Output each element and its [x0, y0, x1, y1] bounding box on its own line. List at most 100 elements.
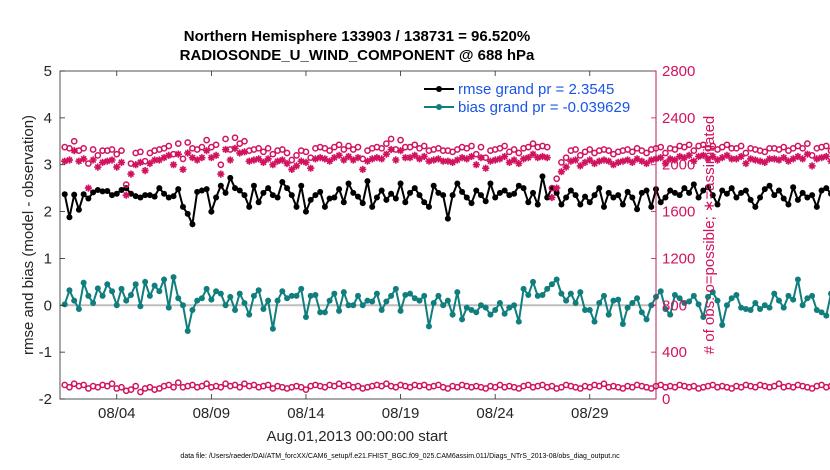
bias-point [80, 279, 87, 286]
assimilated-point [151, 156, 159, 164]
bias-point [813, 306, 820, 313]
bias-point [506, 304, 513, 311]
bias-point [520, 285, 527, 292]
assimilated-point [292, 162, 301, 170]
bias-point [142, 278, 149, 285]
assimilated-point [259, 158, 267, 166]
bias-point [657, 288, 664, 295]
legend-rmse-label: rmse grand pr = 2.3545 [458, 81, 614, 98]
assimilated-point [122, 191, 130, 199]
rmse-point [619, 201, 626, 208]
assimilated-point [732, 155, 740, 163]
assimilated-point [255, 155, 263, 163]
rmse-point [421, 199, 428, 206]
legend-rmse-marker [436, 86, 442, 92]
possible-low-point [600, 380, 608, 388]
bias-point [369, 298, 376, 305]
rmse-point [203, 186, 210, 193]
rmse-point [378, 187, 385, 194]
rmse-point [336, 186, 343, 193]
rmse-point [761, 186, 768, 193]
assimilated-point [676, 152, 684, 161]
y-right-tick-label: 400 [662, 344, 687, 361]
assimilated-point [203, 147, 211, 155]
assimilated-point [340, 156, 348, 164]
assimilated-point [818, 154, 826, 162]
bias-point [397, 307, 404, 314]
y-right-tick-label: 1600 [662, 204, 695, 221]
rmse-point [667, 187, 674, 194]
bias-point [794, 276, 801, 283]
assimilated-point [467, 152, 476, 161]
bias-point [572, 299, 579, 306]
assimilated-point [179, 165, 187, 173]
rmse-point [473, 187, 480, 194]
rmse-point [785, 201, 792, 208]
chart-subtitle: RADIOSONDE_U_WIND_COMPONENT @ 688 hPa [180, 47, 535, 64]
bias-point [671, 291, 678, 298]
bias-point [298, 285, 305, 292]
legend-box [420, 76, 652, 116]
rmse-point [511, 190, 518, 197]
rmse-point [198, 187, 205, 194]
bias-point [378, 306, 385, 313]
possible-point [269, 150, 277, 158]
assimilated-point [633, 155, 641, 163]
assimilated-point [288, 165, 296, 173]
assimilated-point [155, 156, 163, 164]
rmse-point [714, 201, 721, 208]
bias-point [799, 302, 806, 309]
rmse-point [146, 192, 153, 199]
possible-point [543, 143, 551, 151]
assimilated-point [567, 157, 575, 165]
x-tick-label: 08/24 [476, 405, 514, 422]
rmse-point [312, 192, 319, 199]
bias-point [809, 292, 816, 299]
bias-point [634, 295, 641, 302]
possible-point [699, 141, 707, 149]
rmse-point [468, 200, 475, 207]
assimilated-point [661, 159, 670, 168]
assimilated-point [354, 154, 362, 162]
assimilated-point [207, 154, 215, 162]
bias-point [307, 292, 314, 299]
bias-point [558, 290, 565, 297]
bias-point [468, 306, 475, 313]
assimilated-point [283, 159, 291, 168]
assimilated-point [761, 158, 769, 166]
bias-point [482, 304, 489, 311]
bias-point [279, 288, 286, 295]
rmse-point [600, 203, 607, 210]
rmse-point [274, 194, 281, 201]
rmse-point [75, 206, 82, 213]
assimilated-point [335, 151, 343, 159]
x-tick-label: 08/29 [571, 405, 609, 422]
y-right-tick-label: 2400 [662, 110, 695, 127]
possible-point [737, 142, 745, 150]
assimilated-point [453, 156, 461, 164]
rmse-point [728, 185, 735, 192]
possible-point [217, 161, 225, 169]
rmse-point [321, 203, 328, 210]
rmse-point [227, 174, 234, 181]
bias-point [246, 311, 253, 318]
assimilated-point [609, 161, 617, 169]
rmse-point [695, 194, 702, 201]
bias-point [591, 318, 598, 325]
rmse-point [90, 189, 97, 196]
assimilated-point [813, 155, 821, 163]
bias-point [90, 299, 97, 306]
rmse-point [515, 182, 522, 189]
bias-point [118, 285, 125, 292]
possible-point [255, 144, 263, 152]
bias-point [194, 297, 201, 304]
rmse-point [279, 179, 286, 186]
bias-point [624, 304, 631, 311]
bias-point [416, 297, 423, 304]
possible-point [340, 146, 348, 153]
assimilated-point [680, 154, 688, 162]
assimilated-point [94, 163, 102, 171]
bias-point [123, 297, 130, 304]
rmse-point [723, 190, 730, 197]
possible-point [586, 146, 594, 153]
